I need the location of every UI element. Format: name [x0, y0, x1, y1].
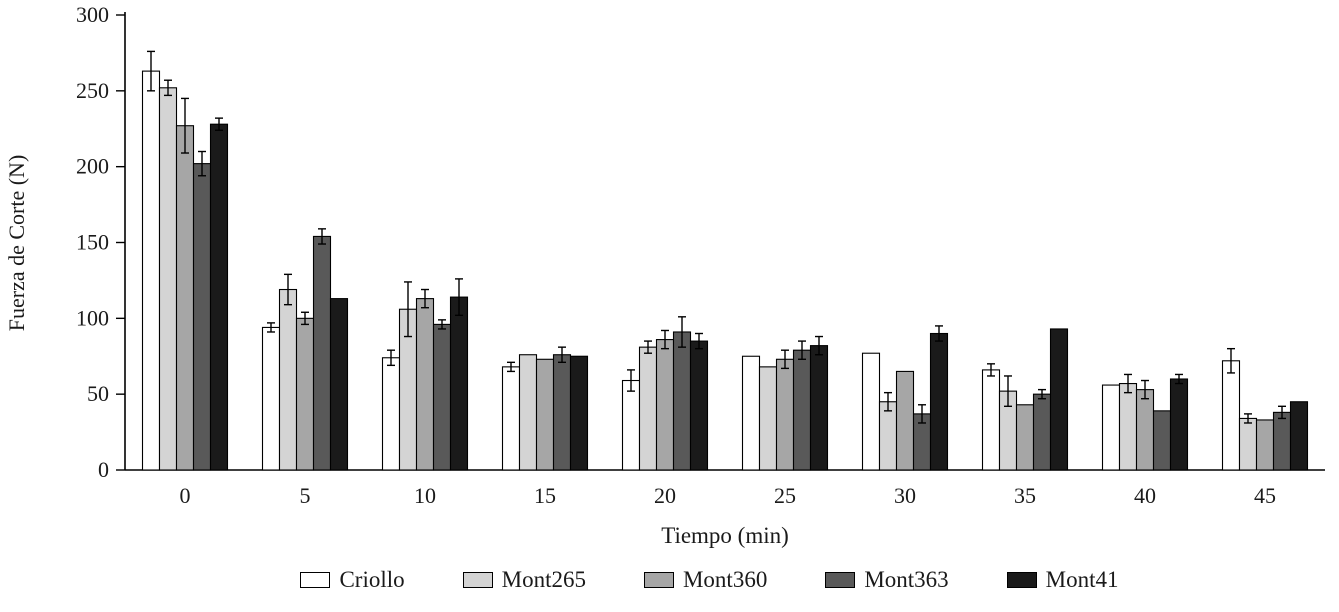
- legend-label: Mont360: [682, 567, 768, 592]
- legend-item-mont41: Mont41: [1006, 567, 1119, 593]
- legend-swatch: [643, 572, 674, 588]
- bar-criollo-t15: [501, 366, 521, 471]
- bar-mont363-t10: [432, 323, 452, 471]
- x-tick-label: 45: [1254, 483, 1276, 508]
- legend-label: Mont363: [864, 567, 949, 592]
- x-tick-label: 20: [654, 483, 676, 508]
- bar-criollo-t25: [741, 355, 761, 471]
- bar-mont360-t25: [775, 358, 795, 471]
- legend-item-mont363: Mont363: [825, 567, 949, 593]
- y-tick-label: 100: [76, 305, 109, 330]
- bar-mont265-t45: [1238, 417, 1258, 471]
- bar-mont360-t30: [895, 370, 915, 471]
- bar-mont265-t20: [638, 346, 658, 471]
- plot-area: Fuerza de Corte (N) 0 50 100 150 200 250 300 0 5…: [4, 2, 1325, 508]
- bar-mont360-t0: [175, 125, 195, 471]
- y-tick-label: 150: [76, 230, 109, 255]
- legend-label: Mont41: [1045, 567, 1119, 592]
- bar-mont41-t5: [329, 298, 349, 471]
- bar-mont363-t40: [1152, 410, 1172, 471]
- bar-mont363-t5: [312, 235, 332, 471]
- bar-mont363-t25: [792, 349, 812, 471]
- x-axis-title: Tiempo (min): [661, 523, 789, 548]
- bar-criollo-t5: [261, 326, 281, 471]
- y-tick-label: 250: [76, 78, 109, 103]
- legend-swatch: [300, 572, 331, 588]
- x-tick-label: 15: [534, 483, 556, 508]
- bar-mont41-t30: [929, 332, 949, 471]
- x-tick-label: 10: [414, 483, 436, 508]
- bar-mont265-t0: [158, 87, 178, 471]
- bar-mont41-t15: [569, 355, 589, 471]
- bar-mont41-t45: [1289, 401, 1309, 471]
- x-tick-label: 0: [180, 483, 191, 508]
- bar-mont360-t15: [535, 358, 555, 471]
- x-tick-label: 25: [774, 483, 796, 508]
- legend-swatch: [825, 572, 856, 588]
- legend-label: Mont265: [501, 567, 586, 592]
- y-tick-label: 50: [87, 381, 109, 406]
- bar-criollo-t30: [861, 352, 881, 471]
- bar-mont41-t25: [809, 345, 829, 471]
- bar-mont363-t45: [1272, 411, 1292, 471]
- bar-mont360-t10: [415, 298, 435, 471]
- bar-mont360-t45: [1255, 419, 1275, 471]
- bar-criollo-t0: [141, 70, 161, 471]
- bar-mont360-t35: [1015, 404, 1035, 471]
- legend: Criollo Mont265 Mont360 Mont363 Mont41: [80, 567, 1339, 593]
- x-tick-label: 30: [894, 483, 916, 508]
- bar-mont360-t5: [295, 317, 315, 471]
- bar-mont265-t25: [758, 366, 778, 471]
- bar-criollo-t45: [1221, 360, 1241, 471]
- bar-mont363-t20: [672, 331, 692, 471]
- legend-swatch: [1006, 572, 1037, 588]
- bar-mont41-t10: [449, 296, 469, 471]
- bar-mont363-t0: [192, 163, 212, 471]
- y-tick-label: 0: [98, 457, 109, 482]
- bar-criollo-t20: [621, 379, 641, 471]
- y-axis-title: Fuerza de Corte (N): [4, 155, 29, 332]
- legend-item-criollo: Criollo: [300, 567, 405, 593]
- bar-mont41-t35: [1049, 328, 1069, 471]
- x-tick-label: 40: [1134, 483, 1156, 508]
- bar-mont41-t20: [689, 340, 709, 471]
- bar-mont41-t0: [209, 123, 229, 471]
- bar-mont265-t40: [1118, 382, 1138, 471]
- bar-mont363-t35: [1032, 393, 1052, 471]
- bar-mont363-t15: [552, 354, 572, 471]
- legend-item-mont265: Mont265: [462, 567, 586, 593]
- bar-mont265-t30: [878, 401, 898, 471]
- x-tick-label: 5: [300, 483, 311, 508]
- bar-mont360-t20: [655, 339, 675, 471]
- bar-mont360-t40: [1135, 389, 1155, 471]
- bar-mont265-t5: [278, 288, 298, 471]
- x-tick-label: 35: [1014, 483, 1036, 508]
- bar-criollo-t35: [981, 369, 1001, 471]
- bar-mont41-t40: [1169, 378, 1189, 471]
- bar-criollo-t10: [381, 357, 401, 471]
- legend-item-mont360: Mont360: [643, 567, 768, 593]
- bar-criollo-t40: [1101, 384, 1121, 471]
- legend-swatch: [462, 572, 493, 588]
- y-tick-label: 300: [76, 2, 109, 27]
- legend-label: Criollo: [339, 567, 405, 592]
- y-tick-label: 200: [76, 154, 109, 179]
- bar-mont265-t15: [518, 354, 538, 471]
